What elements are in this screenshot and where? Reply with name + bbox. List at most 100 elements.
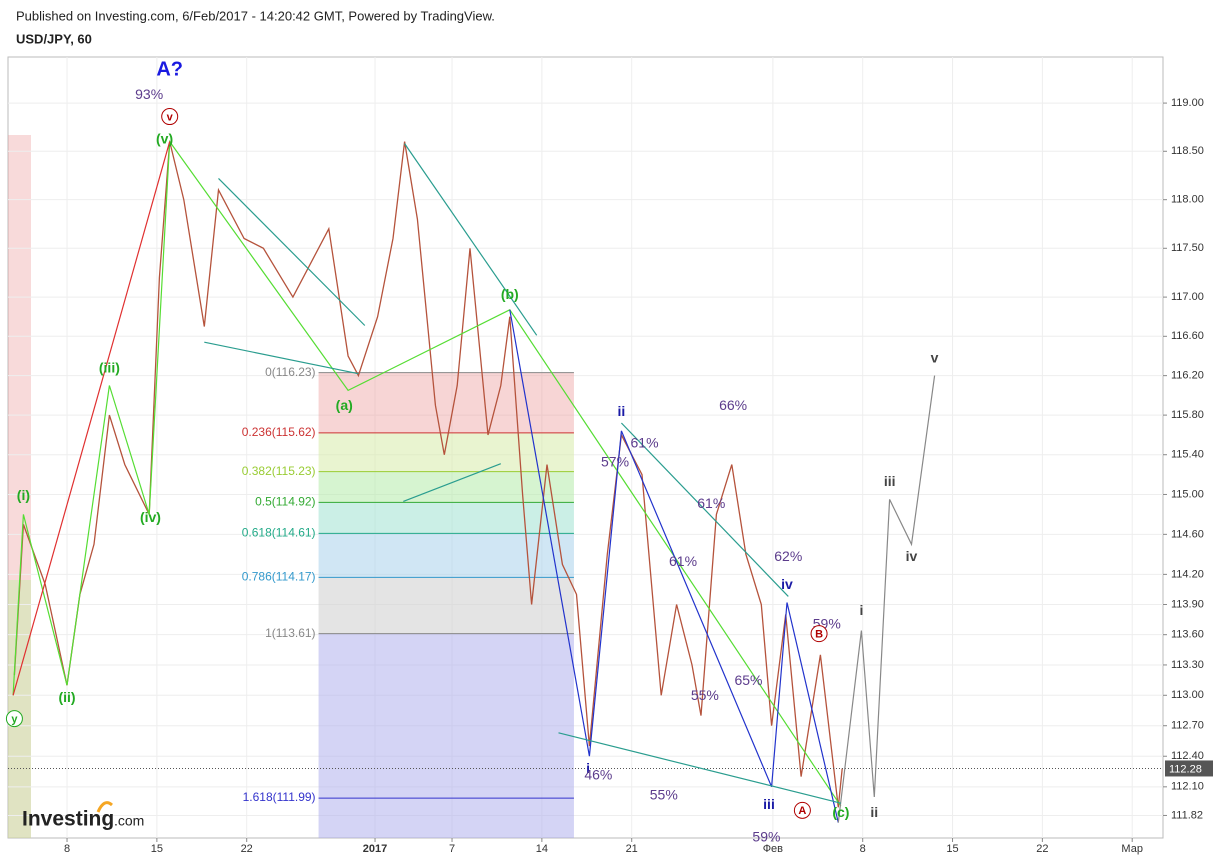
wave-line: [404, 143, 538, 336]
wave-label: 55%: [650, 787, 678, 803]
wave-circle: [793, 801, 811, 819]
fib-band: [318, 577, 574, 634]
wave-label: (ii): [58, 689, 75, 705]
y-tick-label: 114.20: [1171, 568, 1204, 580]
y-tick-label: 118.00: [1171, 194, 1204, 206]
x-tick-label: 7: [449, 843, 455, 855]
x-tick-label: 15: [151, 843, 163, 855]
fib-label: 0.382(115.23): [242, 464, 316, 478]
y-tick-label: 113.90: [1171, 598, 1204, 610]
wave-circle: [810, 625, 828, 643]
y-tick-label: 112.70: [1171, 720, 1204, 732]
wave-line: [509, 309, 839, 823]
wave-label: v: [931, 350, 939, 366]
wave-line: [12, 139, 842, 807]
fib-band: [318, 798, 574, 838]
wave-circle: [161, 108, 179, 126]
y-tick-label: 115.40: [1171, 449, 1204, 461]
fib-band: [318, 502, 574, 534]
fib-label: 0.236(115.62): [242, 425, 316, 439]
fib-label: 0.618(114.61): [242, 526, 316, 540]
wave-label: (b): [501, 286, 519, 302]
wave-label: y: [11, 714, 18, 726]
wave-label: 55%: [691, 687, 719, 703]
fib-band: [318, 372, 574, 433]
y-tick-label: 113.60: [1171, 629, 1204, 641]
price-line: [13, 141, 843, 808]
logo-suffix: .com: [114, 813, 144, 829]
y-tick-label: 113.30: [1171, 659, 1204, 671]
wave-label: iii: [884, 473, 896, 489]
wave-label: (i): [17, 487, 30, 503]
published-note: Published on Investing.com, 6/Feb/2017 -…: [16, 8, 495, 23]
wave-label: 61%: [697, 495, 725, 511]
x-tick-label: 8: [860, 843, 866, 855]
fib-label: 0.5(114.92): [255, 495, 316, 509]
x-tick-label: 22: [241, 843, 253, 855]
y-tick-label: 112.40: [1171, 750, 1204, 762]
fib-label: 0(116.23): [265, 365, 315, 379]
y-tick-label: 116.20: [1171, 370, 1204, 382]
left-zone-low: [8, 580, 31, 838]
fib-label: 0.786(114.17): [242, 570, 316, 584]
y-tick-label: 115.00: [1171, 488, 1204, 500]
y-tick-label: 114.60: [1171, 528, 1204, 540]
wave-line: [12, 141, 171, 696]
wave-label: 59%: [752, 829, 780, 845]
wave-label: A: [798, 805, 806, 817]
logo-swoosh: [96, 801, 113, 813]
wave-label: 46%: [584, 766, 612, 782]
y-tick-label: 113.00: [1171, 689, 1204, 701]
wave-label: iii: [763, 796, 775, 812]
wave-label: iv: [906, 548, 918, 564]
x-tick-label: 8: [64, 843, 70, 855]
y-tick-label: 115.80: [1171, 409, 1204, 421]
plot-frame: [7, 56, 1164, 839]
x-tick-label: Фев: [763, 843, 783, 855]
wave-line: [620, 422, 789, 597]
wave-label: 61%: [669, 553, 697, 569]
wave-label: 61%: [631, 435, 659, 451]
y-tick-label: 118.50: [1171, 145, 1204, 157]
wave-label: ii: [618, 403, 626, 419]
logo: Investing .com: [22, 801, 144, 831]
x-tick-label: 15: [946, 843, 958, 855]
x-tick-label: 22: [1036, 843, 1048, 855]
last-price-label: 112.28: [1169, 763, 1202, 775]
y-tick-label: 117.50: [1171, 242, 1204, 254]
wave-label: 57%: [601, 453, 629, 469]
y-tick-label: 116.60: [1171, 330, 1204, 342]
fib-label: 1(113.61): [265, 626, 315, 640]
last-price-box: [1165, 760, 1213, 777]
fib-band: [318, 533, 574, 578]
fib-band: [318, 633, 574, 799]
wave-label: i: [859, 602, 863, 618]
y-tick-label: 112.10: [1171, 781, 1204, 793]
wave-circle: [5, 710, 23, 728]
fib-label: 1.618(111.99): [243, 790, 316, 804]
wave-label: ii: [870, 804, 878, 820]
wave-label: (v): [156, 130, 173, 146]
wave-label: (iv): [140, 509, 161, 525]
x-tick-label: 21: [626, 843, 638, 855]
wave-label: i: [586, 760, 590, 776]
wave-line: [218, 177, 366, 326]
wave-label: B: [815, 629, 823, 641]
wave-label: (c): [832, 804, 849, 820]
x-tick-label: Мар: [1121, 843, 1143, 855]
wave-label: iv: [781, 576, 793, 592]
y-tick-label: 119.00: [1171, 97, 1204, 109]
wave-label: (iii): [99, 359, 120, 375]
wave-label: 93%: [135, 86, 163, 102]
wave-label: 62%: [774, 548, 802, 564]
y-tick-label: 117.00: [1171, 291, 1204, 303]
x-tick-label: 2017: [363, 843, 387, 855]
y-tick-label: 111.82: [1171, 809, 1203, 821]
wave-label: 66%: [719, 397, 747, 413]
logo-name: Investing: [22, 808, 114, 831]
wave-label: v: [167, 111, 174, 123]
wave-line: [558, 732, 842, 804]
wave-label: (a): [336, 397, 353, 413]
symbol: USD/JPY, 60: [16, 31, 92, 46]
